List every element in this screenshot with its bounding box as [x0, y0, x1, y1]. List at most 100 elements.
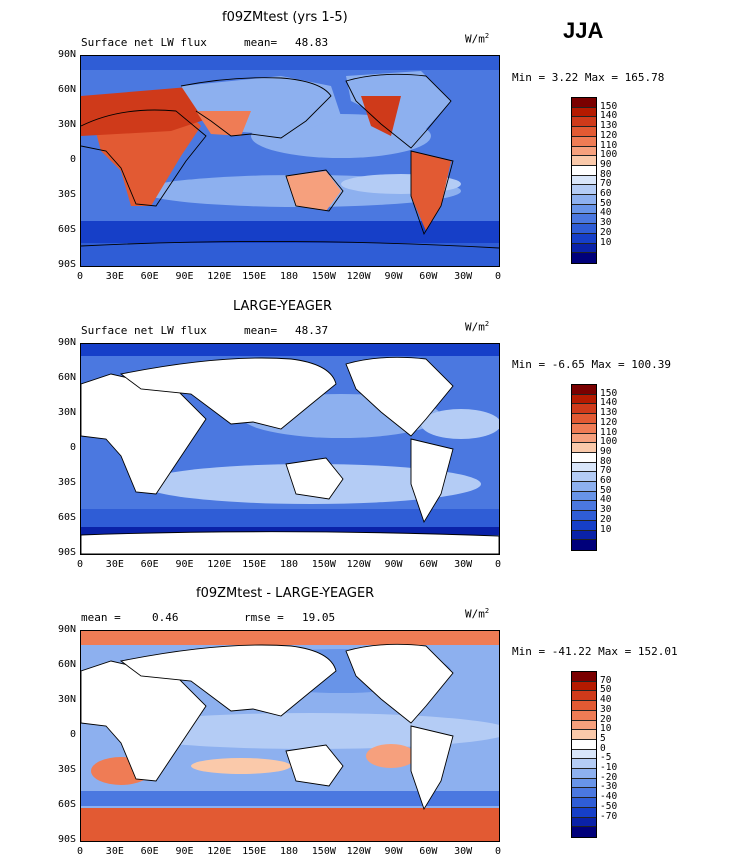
x-tick-label: 90W: [384, 559, 403, 570]
colorbar-label: 30: [600, 504, 612, 516]
min-max-label: Min = -41.22 Max = 152.01: [512, 645, 678, 658]
antarctica-band: [81, 243, 499, 266]
colorbar-label: 40: [600, 207, 612, 219]
colorbar-label: 70: [600, 465, 612, 477]
colorbar-swatch: [572, 701, 596, 711]
panel-title: f09ZMtest - LARGE-YEAGER: [196, 586, 375, 601]
colorbar: [571, 97, 597, 264]
x-tick-label: 150E: [242, 559, 267, 570]
colorbar-label: -5: [600, 752, 612, 764]
y-tick-label: 0: [69, 154, 76, 165]
y-tick-label: 60S: [57, 512, 76, 523]
colorbar-swatch: [572, 233, 596, 244]
colorbar-label: 100: [600, 149, 618, 161]
x-tick-label: 0: [494, 846, 502, 857]
colorbar-swatch: [572, 195, 596, 205]
colorbar-swatch: [572, 462, 596, 473]
y-tick-label: 30S: [57, 764, 76, 775]
colorbar-label: 50: [600, 684, 612, 696]
colorbar-label: 120: [600, 129, 618, 141]
rmse-value: 19.05: [302, 611, 336, 624]
colorbar-swatch: [572, 107, 596, 118]
mean-value: 48.83: [295, 36, 329, 49]
x-tick-label: 30E: [105, 559, 124, 570]
southern-ocean-negative: [81, 791, 499, 806]
x-tick-label: 0: [494, 271, 502, 282]
colorbar-swatch: [572, 501, 596, 512]
x-tick-label: 90E: [175, 559, 194, 570]
colorbar-label: 20: [600, 513, 612, 525]
colorbar-label: 110: [600, 139, 618, 151]
x-tick-label: 30W: [454, 846, 473, 857]
colorbar-label: -40: [600, 791, 618, 803]
colorbar-swatch: [572, 443, 596, 453]
india-field: [196, 111, 251, 136]
colorbar-swatch: [572, 759, 596, 770]
colorbar-label: 70: [600, 178, 612, 190]
colorbar-swatch: [572, 710, 596, 721]
colorbar-label: 50: [600, 197, 612, 209]
colorbar-label: 130: [600, 120, 618, 132]
y-tick-label: 60N: [57, 659, 76, 670]
colorbar-swatch: [572, 817, 596, 828]
mean-value: 0.46: [152, 611, 179, 624]
colorbar-label: 60: [600, 475, 612, 487]
colorbar-swatch: [572, 385, 596, 395]
colorbar-swatch: [572, 472, 596, 483]
x-tick-label: 90W: [384, 271, 403, 282]
colorbar-label: 0: [600, 742, 606, 754]
colorbar-swatch: [572, 530, 596, 541]
colorbar-swatch: [572, 136, 596, 147]
x-tick-label: 0: [494, 559, 502, 570]
x-tick-label: 180: [279, 271, 299, 282]
colorbar-label: -10: [600, 762, 618, 774]
colorbar-label: 50: [600, 484, 612, 496]
colorbar-label: 90: [600, 158, 612, 170]
colorbar-swatch: [572, 394, 596, 405]
subtropic-ocean-east: [421, 409, 499, 439]
colorbar-label: -30: [600, 781, 618, 793]
colorbar-label: -50: [600, 800, 618, 812]
colorbar-label: 140: [600, 397, 618, 409]
units-label: W/m2: [465, 607, 490, 621]
rmse-label: rmse =: [244, 611, 284, 624]
colorbar-label: 100: [600, 436, 618, 448]
colorbar-label: 150: [600, 387, 618, 399]
coastlines: [81, 73, 499, 249]
colorbar-label: 90: [600, 445, 612, 457]
x-tick-label: 120W: [346, 559, 371, 570]
colorbar-label: 20: [600, 226, 612, 238]
y-tick-label: 90N: [57, 337, 76, 348]
colorbar-swatch: [572, 423, 596, 434]
colorbar-label: 60: [600, 188, 612, 200]
eastern-pacific-positive: [366, 744, 416, 768]
y-tick-label: 30N: [57, 407, 76, 418]
x-tick-label: 90E: [175, 271, 194, 282]
x-tick-label: 150W: [311, 846, 336, 857]
map-plot: [80, 343, 500, 555]
x-tick-label: 60E: [140, 559, 159, 570]
colorbar-swatch: [572, 520, 596, 531]
mean-label: mean=: [244, 324, 278, 337]
panel-title: f09ZMtest (yrs 1-5): [222, 10, 348, 25]
colorbar-swatch: [572, 452, 596, 463]
colorbar-swatch: [572, 253, 596, 263]
landmasses: [81, 643, 454, 811]
map-plot: [80, 55, 500, 267]
map-plot: [80, 630, 500, 842]
x-tick-label: 30W: [454, 559, 473, 570]
colorbar-swatch: [572, 185, 596, 196]
colorbar-label: 30: [600, 703, 612, 715]
units-label: W/m2: [465, 320, 490, 334]
colorbar-swatch: [572, 730, 596, 740]
mean-label: mean =: [81, 611, 121, 624]
x-tick-label: 30E: [105, 846, 124, 857]
colorbar: [571, 384, 597, 551]
colorbar-label: 40: [600, 494, 612, 506]
variable-label: Surface net LW flux: [81, 36, 207, 49]
x-tick-label: 120W: [346, 846, 371, 857]
x-tick-label: 120E: [207, 271, 232, 282]
x-tick-label: 0: [76, 271, 84, 282]
colorbar-swatch: [572, 672, 596, 682]
x-tick-label: 120E: [207, 846, 232, 857]
